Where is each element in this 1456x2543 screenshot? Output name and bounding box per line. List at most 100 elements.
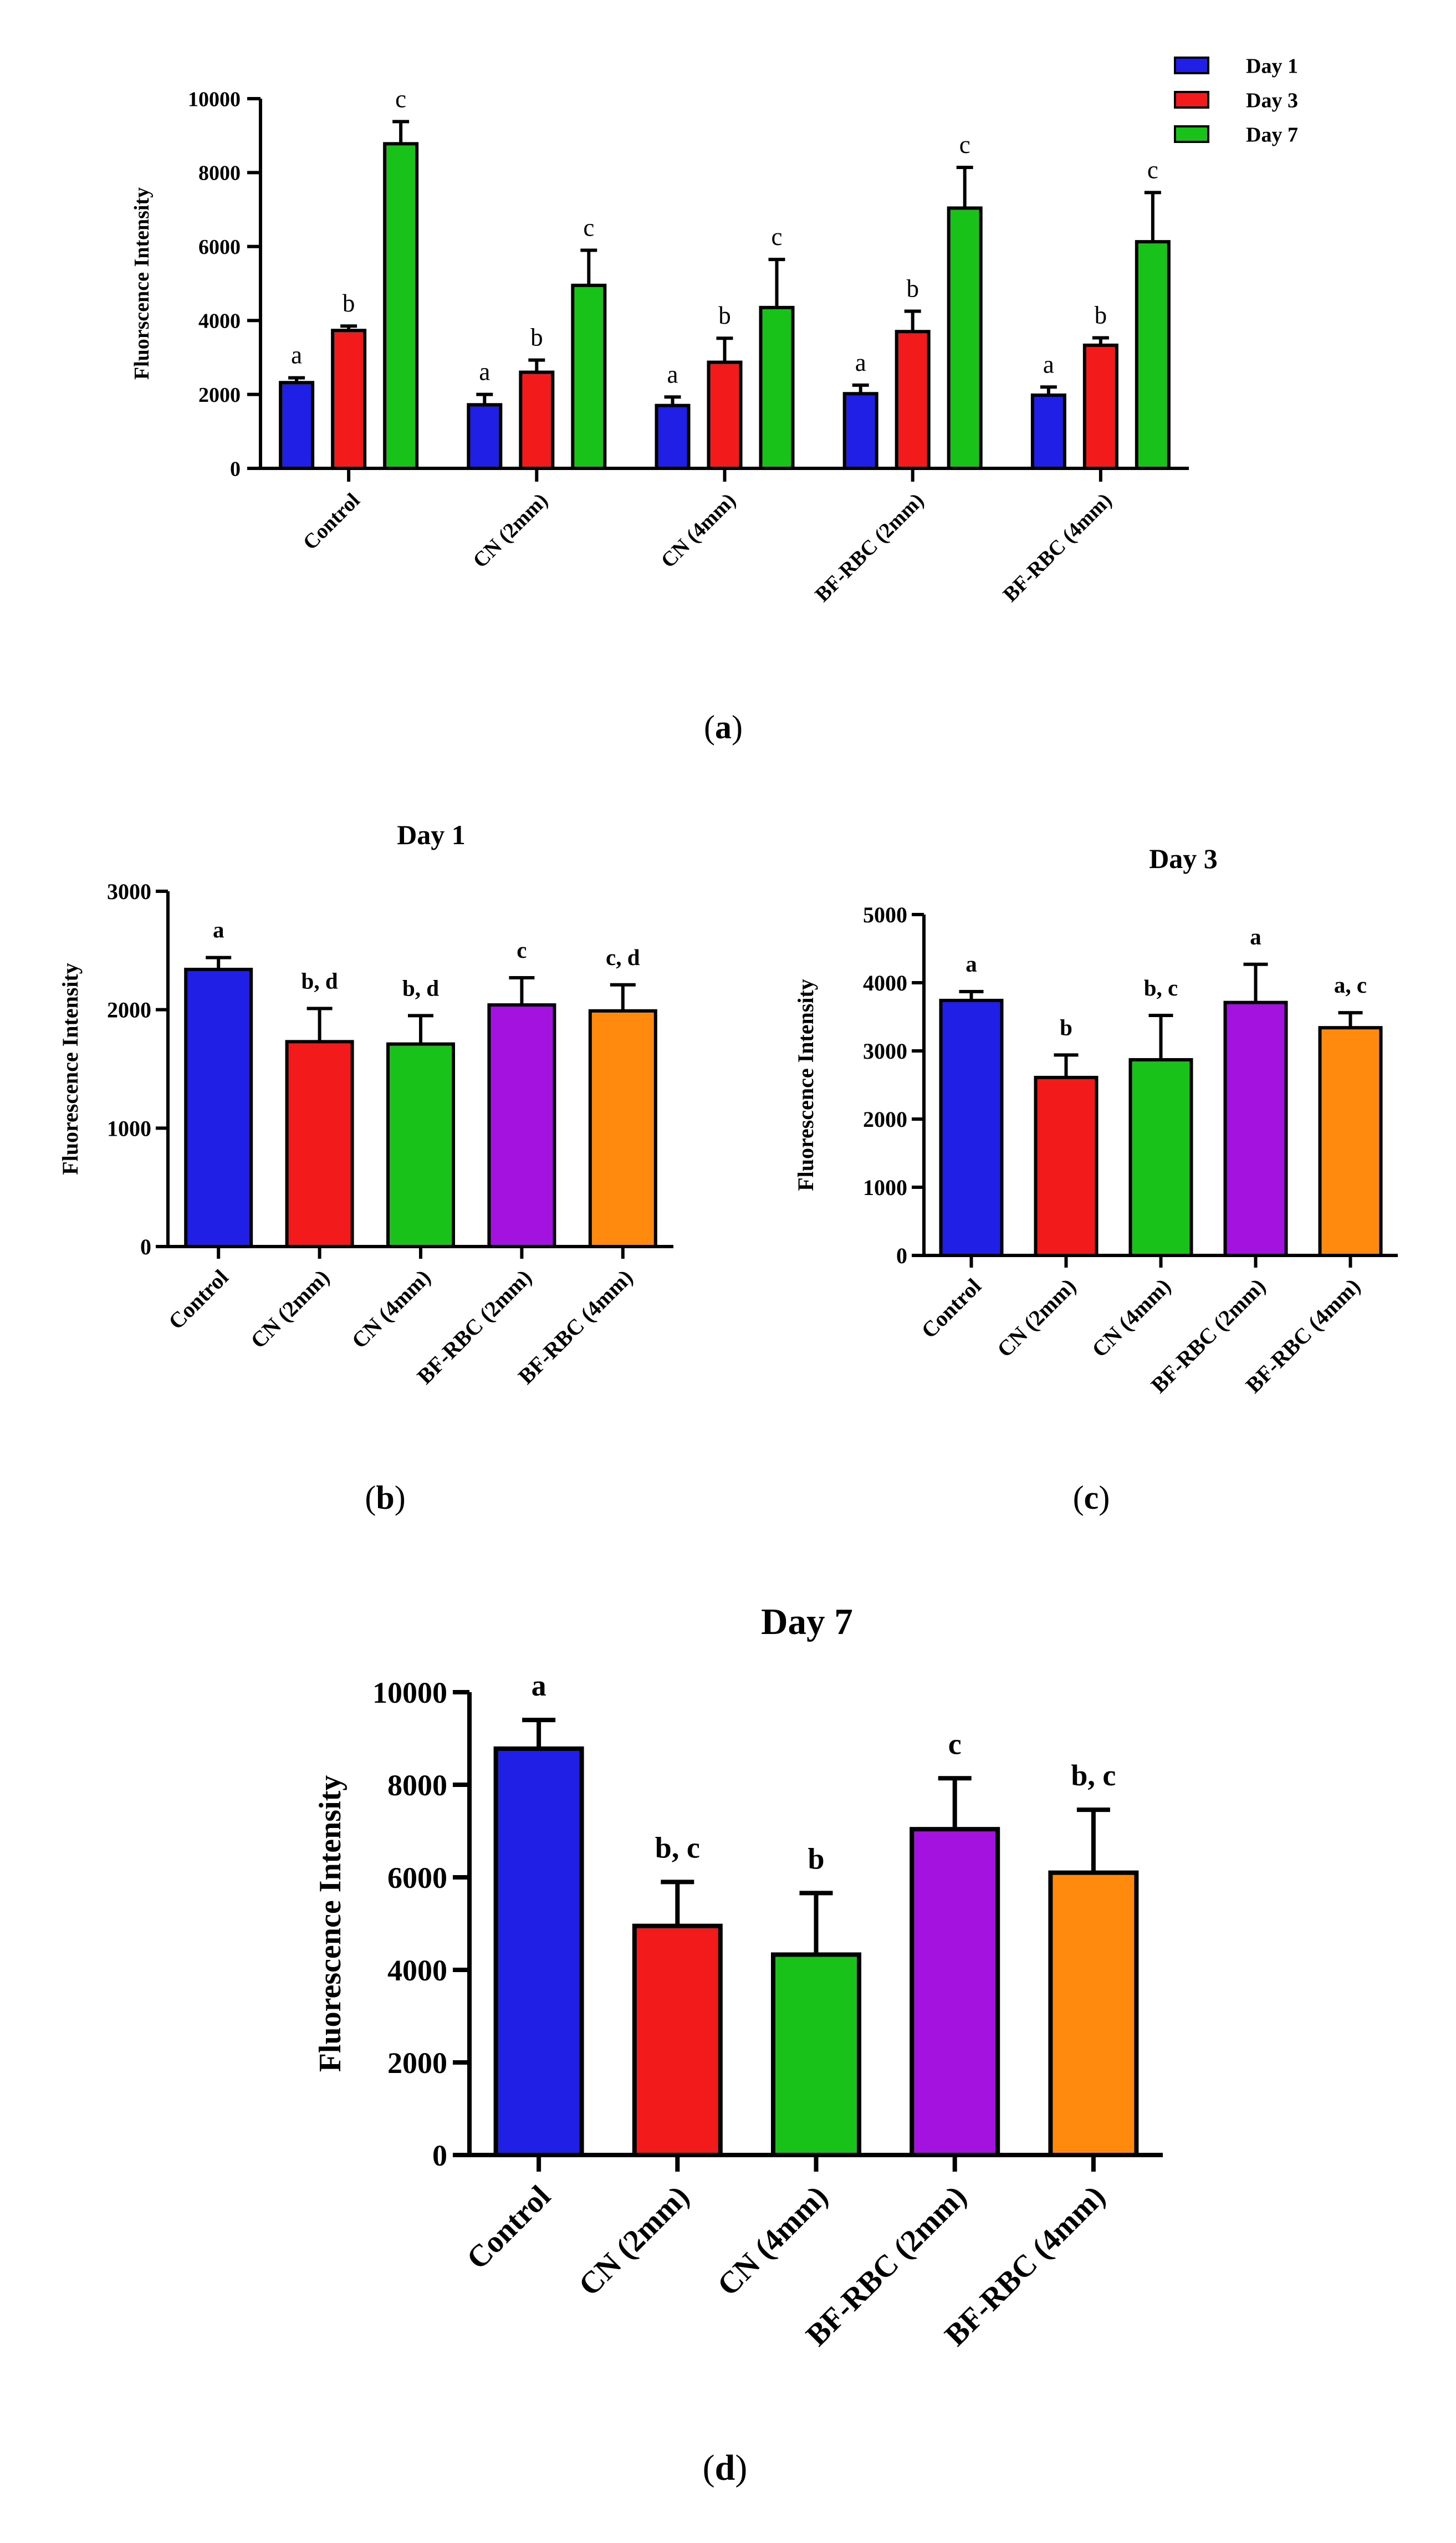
x-category-label: CN (4mm): [657, 489, 740, 573]
bar-day-3: [707, 360, 743, 470]
y-tick-label: 3000: [107, 879, 151, 904]
x-category-label: BF-RBC (2mm): [811, 489, 929, 607]
significance-letter: b, c: [655, 1831, 700, 1864]
chart-title: Day 1: [397, 819, 466, 850]
significance-letter: b: [808, 1842, 824, 1875]
y-tick-label: 10000: [188, 88, 241, 111]
significance-letter: a: [1043, 350, 1054, 378]
bar: [632, 1923, 723, 2158]
bar: [1128, 1058, 1193, 1257]
bar: [386, 1042, 455, 1248]
x-category-label: Control: [460, 2179, 557, 2276]
y-tick-label: 1000: [107, 1116, 151, 1141]
bar-day-7: [383, 142, 419, 470]
significance-letter: a: [479, 358, 490, 386]
significance-letter: b, d: [302, 968, 338, 994]
legend-label: Day 3: [1246, 89, 1298, 112]
significance-letter: b, d: [402, 975, 439, 1000]
significance-letter: b: [530, 324, 543, 351]
bar-day-3: [519, 370, 555, 471]
bar: [1048, 1870, 1139, 2157]
significance-letter: a: [1250, 924, 1261, 949]
bar-day-1: [655, 404, 691, 470]
y-tick-label: 4000: [387, 1954, 447, 1987]
significance-letter: b: [1060, 1014, 1072, 1040]
significance-letter: a: [213, 917, 224, 943]
x-category-label: CN (2mm): [992, 1274, 1081, 1362]
x-category-label: CN (4mm): [1087, 1274, 1176, 1362]
panel-caption-letter: b: [376, 1479, 394, 1516]
bar-day-7: [759, 305, 795, 470]
bar: [588, 1009, 657, 1248]
y-tick-label: 0: [432, 2139, 447, 2172]
bar: [910, 1827, 1000, 2157]
significance-letter: b, c: [1071, 1759, 1116, 1792]
bar-day-3: [895, 330, 931, 471]
panel-caption: (a): [704, 709, 743, 745]
bar: [771, 1952, 861, 2158]
legend-swatch: [1174, 57, 1209, 74]
significance-letter: a, c: [1334, 972, 1367, 998]
y-tick-label: 5000: [863, 902, 907, 927]
bar-day-7: [1135, 240, 1171, 470]
y-tick-label: 0: [230, 457, 241, 481]
legend-swatch: [1174, 91, 1209, 109]
significance-letter: a: [855, 349, 866, 376]
y-tick-label: 1000: [863, 1175, 907, 1200]
x-category-label: Control: [164, 1265, 233, 1335]
bar: [285, 1040, 354, 1249]
significance-letter: c: [395, 85, 406, 113]
bar-day-1: [1030, 393, 1066, 471]
y-tick-label: 4000: [863, 971, 907, 995]
y-axis-label: Fluorescence Intensity: [58, 963, 83, 1175]
bar-day-7: [571, 283, 607, 471]
x-category-label: Control: [299, 489, 365, 555]
x-category-label: CN (4mm): [711, 2179, 835, 2302]
y-tick-label: 6000: [198, 236, 241, 259]
significance-letter: c: [583, 213, 594, 241]
bar-day-3: [331, 329, 367, 470]
y-tick-label: 0: [896, 1243, 907, 1268]
panel-caption-letter: d: [715, 2448, 735, 2488]
bar: [184, 968, 253, 1249]
bar: [493, 1746, 584, 2158]
panel-caption: (d): [703, 2448, 748, 2488]
panel-d-chart: Day 7 0 2000 4000 6000 8000 10000 Fluorescence …: [313, 1601, 1163, 2488]
significance-letter: b: [343, 289, 355, 317]
significance-letter: b: [1095, 302, 1107, 329]
y-tick-label: 3000: [863, 1039, 907, 1064]
bar: [1318, 1026, 1383, 1258]
x-category-label: CN (2mm): [246, 1265, 334, 1354]
x-category-label: Control: [916, 1274, 986, 1344]
y-axis-label: Fluorscence Intensity: [130, 187, 154, 380]
bar-day-1: [467, 403, 503, 470]
significance-letter: a: [667, 360, 678, 388]
significance-letter: c: [772, 223, 783, 251]
legend-swatch: [1174, 125, 1209, 143]
x-category-label: CN (2mm): [468, 489, 552, 573]
panel-caption-letter: c: [1084, 1479, 1099, 1516]
legend-label: Day 1: [1246, 54, 1298, 78]
bar: [1034, 1075, 1099, 1257]
y-axis-label: Fluorescence Intensity: [793, 979, 818, 1191]
y-tick-label: 2000: [107, 998, 151, 1023]
y-tick-label: 2000: [387, 2046, 447, 2080]
panel-c-chart: Day 3 0 1000 2000 3000 4000 5000 Fluorescence I…: [793, 843, 1398, 1516]
y-tick-label: 2000: [863, 1107, 907, 1132]
bar-day-1: [842, 392, 878, 470]
significance-letter: c, d: [606, 944, 640, 970]
y-tick-label: 2000: [198, 384, 241, 407]
significance-letter: b: [718, 302, 731, 329]
x-category-label: CN (2mm): [572, 2179, 696, 2302]
y-tick-label: 8000: [387, 1769, 447, 1802]
significance-letter: c: [948, 1727, 962, 1760]
bar: [1223, 1000, 1288, 1258]
chart-title: Day 3: [1149, 843, 1218, 874]
panel-caption-letter: a: [715, 709, 732, 745]
y-tick-label: 6000: [387, 1861, 447, 1895]
x-category-label: CN (4mm): [347, 1265, 436, 1354]
y-tick-label: 4000: [198, 310, 241, 333]
bar: [939, 998, 1004, 1257]
panel-a-chart: 0 2000 4000 6000 8000 10000 Fluorscence Intens…: [130, 54, 1298, 745]
